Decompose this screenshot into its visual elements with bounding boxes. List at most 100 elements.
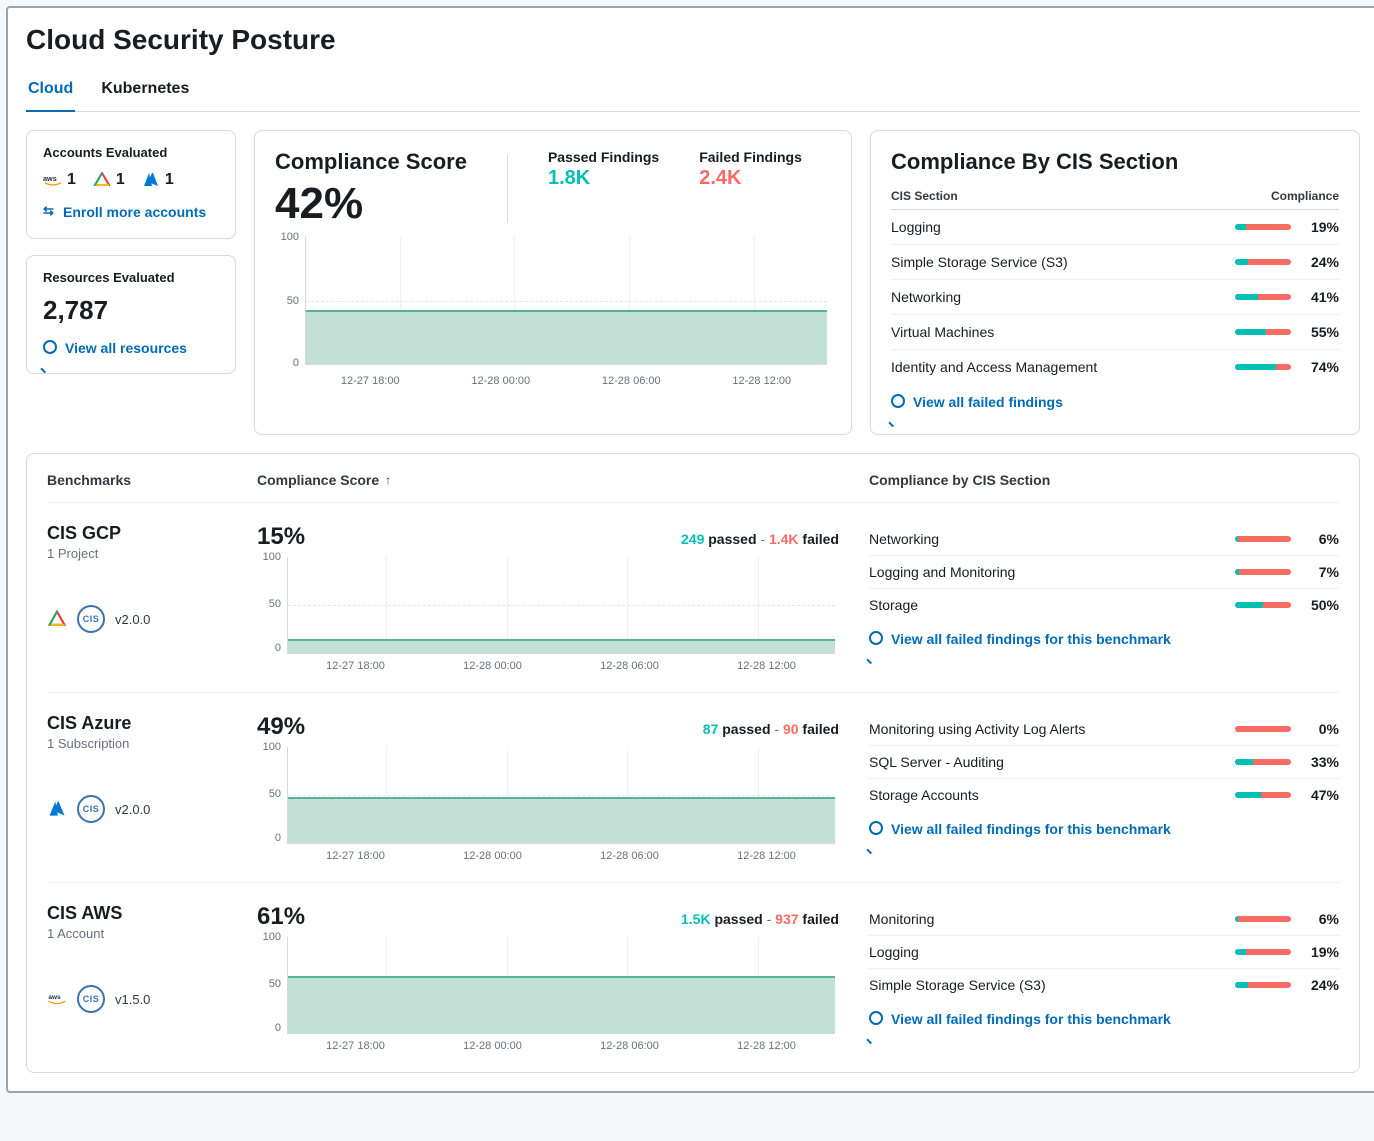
cis-title: Compliance By CIS Section — [891, 149, 1339, 175]
cis-row: SQL Server - Auditing 33% — [869, 746, 1339, 779]
cis-badge-icon: CIS — [77, 795, 105, 823]
account-gcp-count: 1 — [116, 171, 125, 189]
enroll-accounts-link[interactable]: Enroll more accounts — [43, 204, 206, 220]
cis-pct: 6% — [1303, 531, 1339, 547]
view-resources-link[interactable]: View all resources — [43, 340, 187, 356]
chart-x-label: 12-28 06:00 — [602, 375, 661, 387]
chart-x-label: 12-28 06:00 — [600, 660, 659, 672]
col-score-label: Compliance Score — [257, 472, 379, 488]
cis-bar-wrap: 6% — [1235, 531, 1339, 547]
resources-card: Resources Evaluated 2,787 View all resou… — [26, 255, 236, 374]
cis-row: Virtual Machines 55% — [891, 315, 1339, 350]
cis-bar-wrap: 19% — [1235, 944, 1339, 960]
tabs: Cloud Kubernetes — [26, 72, 1360, 112]
sort-arrow-icon: ↑ — [385, 473, 391, 487]
cis-row-name: Monitoring using Activity Log Alerts — [869, 721, 1085, 737]
benchmark-row: CIS GCP 1 Project CIS v2.0.0 15% 249 pas… — [47, 503, 1339, 693]
cis-row-name: Virtual Machines — [891, 324, 994, 340]
cis-row: Monitoring 6% — [869, 903, 1339, 936]
benchmark-score-col: 49% 87 passed - 90 failed 10050012-27 18… — [257, 713, 869, 862]
accounts-card: Accounts Evaluated aws 1 1 1 — [26, 130, 236, 239]
account-gcp: 1 — [92, 170, 125, 190]
benchmark-score-col: 15% 249 passed - 1.4K failed 10050012-27… — [257, 523, 869, 672]
benchmark-sub: 1 Project — [47, 546, 257, 561]
magnify-icon — [43, 340, 59, 356]
view-benchmark-findings-link[interactable]: View all failed findings for this benchm… — [869, 621, 1171, 653]
view-resources-label: View all resources — [65, 340, 187, 356]
benchmark-meta: CIS Azure 1 Subscription CIS v2.0.0 — [47, 713, 257, 823]
compliance-title: Compliance Score — [275, 149, 467, 175]
account-aws: aws 1 — [43, 170, 76, 190]
magnify-icon — [891, 394, 907, 410]
cis-row: Logging and Monitoring 7% — [869, 556, 1339, 589]
page: Cloud Security Posture Cloud Kubernetes … — [6, 6, 1374, 1093]
enroll-icon — [43, 205, 57, 219]
chart-x-label: 12-28 12:00 — [737, 660, 796, 672]
cis-row: Simple Storage Service (S3) 24% — [891, 245, 1339, 280]
aws-icon: aws — [47, 989, 67, 1009]
view-benchmark-findings-link[interactable]: View all failed findings for this benchm… — [869, 811, 1171, 843]
cis-bar-wrap: 19% — [1235, 219, 1339, 235]
account-azure: 1 — [141, 170, 174, 190]
benchmark-counts: 249 passed - 1.4K failed — [681, 531, 839, 547]
benchmark-rows: CIS GCP 1 Project CIS v2.0.0 15% 249 pas… — [47, 503, 1339, 1072]
benchmark-cis-rows: Networking 6% Logging and Monitoring 7% … — [869, 523, 1339, 621]
col-benchmarks: Benchmarks — [47, 472, 257, 488]
cis-bar — [1235, 259, 1291, 265]
cis-card: Compliance By CIS Section CIS Section Co… — [870, 130, 1360, 435]
benchmark-icons: CIS v2.0.0 — [47, 605, 257, 633]
benchmark-name: CIS AWS — [47, 903, 257, 924]
cis-pct: 19% — [1303, 944, 1339, 960]
page-title: Cloud Security Posture — [26, 24, 1360, 56]
cis-row: Identity and Access Management 74% — [891, 350, 1339, 384]
col-score[interactable]: Compliance Score ↑ — [257, 472, 869, 488]
benchmark-pct: 15% — [257, 523, 305, 551]
cis-bar-wrap: 50% — [1235, 597, 1339, 613]
magnify-icon — [869, 821, 885, 837]
azure-icon — [47, 799, 67, 819]
cis-pct: 33% — [1303, 754, 1339, 770]
account-aws-count: 1 — [67, 171, 76, 189]
cis-bar-wrap: 6% — [1235, 911, 1339, 927]
cis-pct: 24% — [1303, 254, 1339, 270]
account-azure-count: 1 — [165, 171, 174, 189]
cis-row: Storage Accounts 47% — [869, 779, 1339, 811]
cis-bar — [1235, 569, 1291, 575]
compliance-pct: 42% — [275, 179, 467, 229]
cis-badge-icon: CIS — [77, 605, 105, 633]
passed-block: Passed Findings 1.8K — [548, 149, 659, 190]
divider — [507, 155, 508, 223]
view-failed-findings-link[interactable]: View all failed findings — [891, 384, 1063, 416]
cis-row-name: Logging — [891, 219, 941, 235]
cis-row-name: Networking — [869, 531, 939, 547]
benchmark-cis-col: Networking 6% Logging and Monitoring 7% … — [869, 523, 1339, 653]
gcp-icon — [47, 609, 67, 629]
chart-x-label: 12-27 18:00 — [326, 850, 385, 862]
magnify-icon — [869, 1011, 885, 1027]
cis-bar-wrap: 7% — [1235, 564, 1339, 580]
benchmark-icons: aws CIS v1.5.0 — [47, 985, 257, 1013]
tab-kubernetes[interactable]: Kubernetes — [99, 72, 191, 111]
cis-bar — [1235, 224, 1291, 230]
cis-bar-wrap: 55% — [1235, 324, 1339, 340]
cis-bar — [1235, 949, 1291, 955]
cis-bar-wrap: 24% — [1235, 977, 1339, 993]
cis-row-name: Simple Storage Service (S3) — [891, 254, 1068, 270]
cis-bar-wrap: 41% — [1235, 289, 1339, 305]
view-benchmark-findings-link[interactable]: View all failed findings for this benchm… — [869, 1001, 1171, 1033]
chart-x-label: 12-28 00:00 — [463, 660, 522, 672]
cis-row-name: SQL Server - Auditing — [869, 754, 1004, 770]
chart-x-label: 12-28 00:00 — [463, 850, 522, 862]
benchmark-version: v1.5.0 — [115, 992, 150, 1007]
chart-x-label: 12-28 00:00 — [463, 1040, 522, 1052]
cis-row: Logging 19% — [869, 936, 1339, 969]
benchmark-name: CIS GCP — [47, 523, 257, 544]
benchmark-meta: CIS AWS 1 Account aws CIS v1.5.0 — [47, 903, 257, 1013]
tab-cloud[interactable]: Cloud — [26, 72, 75, 112]
benchmark-meta: CIS GCP 1 Project CIS v2.0.0 — [47, 523, 257, 633]
cis-table-head: CIS Section Compliance — [891, 189, 1339, 210]
benchmark-counts: 1.5K passed - 937 failed — [681, 911, 839, 927]
cis-row-name: Identity and Access Management — [891, 359, 1097, 375]
svg-text:aws: aws — [43, 174, 57, 183]
cis-pct: 6% — [1303, 911, 1339, 927]
